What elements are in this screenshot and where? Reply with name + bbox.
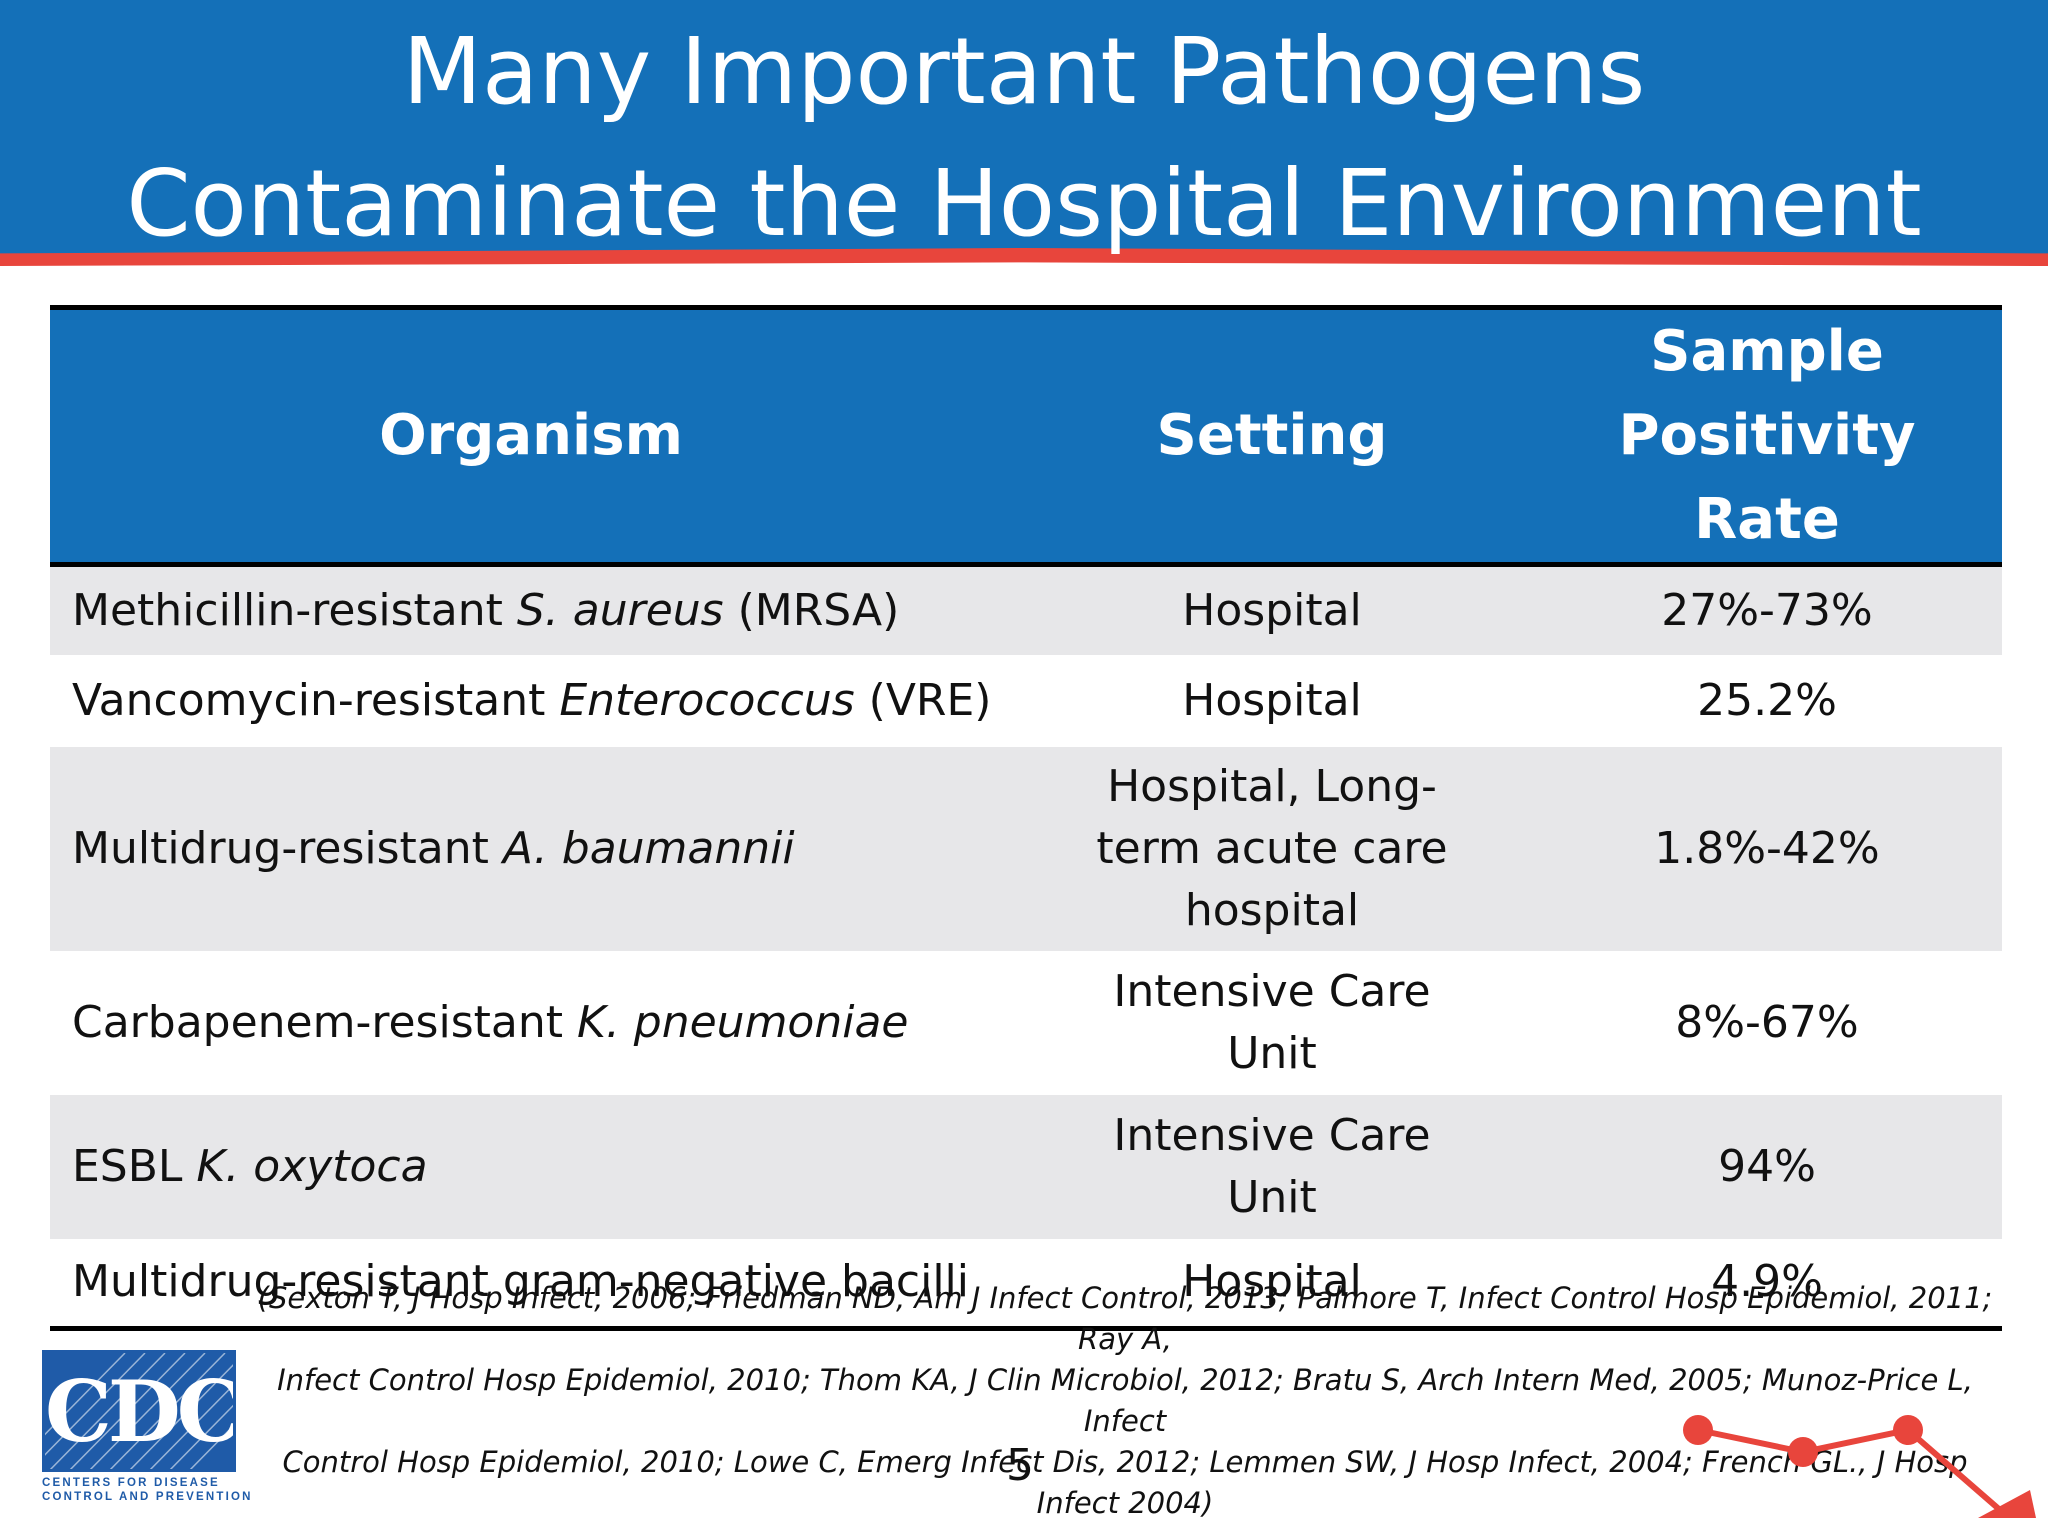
setting-text: Hospital bbox=[1182, 584, 1362, 636]
cdc-logo-subtitle: CENTERS FOR DISEASE CONTROL AND PREVENTI… bbox=[42, 1476, 253, 1504]
organism-species: Enterococcus bbox=[559, 674, 855, 726]
organism-text: Multidrug-resistant gram-negative bacill… bbox=[72, 1256, 969, 1308]
slide-title: Many Important Pathogens Contaminate the… bbox=[0, 6, 2048, 270]
organism-species: A. baumannii bbox=[502, 822, 795, 874]
trend-arrow-icon bbox=[1978, 1490, 2036, 1518]
organism-species: S. aureus bbox=[516, 584, 724, 636]
logo-stripes bbox=[45, 1353, 233, 1469]
cdc-logo-mark: CDC bbox=[42, 1350, 236, 1472]
setting-cell: Intensive Care Unit bbox=[1012, 951, 1532, 1095]
setting-text: Hospital bbox=[1182, 1256, 1362, 1308]
decorative-trend-line bbox=[1683, 1415, 2036, 1518]
rate-cell: 1.8%-42% bbox=[1654, 822, 1880, 874]
organism-cell: Methicillin-resistant S. aureus (MRSA) bbox=[50, 565, 1012, 655]
rate-cell: 4.9% bbox=[1711, 1256, 1823, 1308]
table-header-row: Organism Setting Sample Positivity Rate bbox=[50, 307, 2002, 567]
rate-cell: 94% bbox=[1718, 1140, 1816, 1192]
table-row: Multidrug-resistant A. baumannii Hospita… bbox=[50, 746, 2002, 951]
cdc-logo-subtitle-line-2: CONTROL AND PREVENTION bbox=[42, 1491, 253, 1503]
column-header-setting: Setting bbox=[1012, 307, 1532, 567]
organism-species: K. pneumoniae bbox=[576, 996, 909, 1048]
setting-text: Unit bbox=[1227, 1027, 1317, 1079]
organism-abbrev: (VRE) bbox=[854, 674, 992, 726]
trend-point-icon bbox=[1788, 1437, 1818, 1467]
setting-cell: Hospital bbox=[1012, 565, 1532, 655]
setting-text: Intensive Care bbox=[1113, 965, 1431, 1017]
setting-cell: Hospital, Long- term acute care hospital bbox=[1012, 747, 1532, 951]
references-line-2: Infect Control Hosp Epidemiol, 2010; Tho… bbox=[277, 1363, 1973, 1438]
banner-accent-stripe bbox=[0, 248, 2048, 266]
trend-point-icon bbox=[1683, 1415, 1713, 1445]
trend-line-icon bbox=[1697, 1426, 2002, 1513]
organism-cell: Vancomycin-resistant Enterococcus (VRE) bbox=[50, 655, 1012, 747]
rate-cell: 25.2% bbox=[1697, 674, 1837, 726]
organism-text: Methicillin-resistant bbox=[72, 584, 517, 636]
organism-text: Multidrug-resistant bbox=[72, 822, 503, 874]
setting-text: Hospital, Long- bbox=[1107, 760, 1437, 812]
cdc-logo-subtitle-line-1: CENTERS FOR DISEASE bbox=[42, 1477, 220, 1489]
table-row: Vancomycin-resistant Enterococcus (VRE) … bbox=[50, 654, 2002, 747]
references: (Sexton T, J Hosp Infect, 2006; Friedman… bbox=[240, 1278, 2010, 1524]
organism-species: K. oxytoca bbox=[196, 1140, 428, 1192]
setting-cell: Hospital bbox=[1012, 1239, 1532, 1329]
column-header-rate-line-1: Sample Positivity bbox=[1618, 319, 1916, 468]
column-header-rate: Sample Positivity Rate bbox=[1532, 307, 2002, 567]
organism-text: ESBL bbox=[72, 1140, 197, 1192]
references-line-3: Control Hosp Epidemiol, 2010; Lowe C, Em… bbox=[282, 1445, 1968, 1520]
setting-text: Hospital bbox=[1182, 674, 1362, 726]
title-banner bbox=[0, 0, 2048, 254]
trend-point-icon bbox=[1893, 1415, 1923, 1445]
column-header-rate-line-2: Rate bbox=[1694, 487, 1840, 552]
title-line-1: Many Important Pathogens bbox=[402, 18, 1646, 125]
organism-text: Vancomycin-resistant bbox=[72, 674, 560, 726]
rate-cell: 8%-67% bbox=[1675, 996, 1859, 1048]
setting-text: hospital bbox=[1184, 884, 1360, 936]
organism-cell: Multidrug-resistant gram-negative bacill… bbox=[50, 1239, 1012, 1329]
page-number: 5 bbox=[1006, 1440, 1034, 1491]
pathogen-table-container: Organism Setting Sample Positivity Rate … bbox=[50, 305, 2002, 1331]
cdc-logo-text: CDC bbox=[45, 1362, 236, 1461]
setting-cell: Hospital bbox=[1012, 655, 1532, 747]
organism-cell: Carbapenem-resistant K. pneumoniae bbox=[50, 951, 1012, 1095]
references-line-1: (Sexton T, J Hosp Infect, 2006; Friedman… bbox=[257, 1281, 1993, 1356]
setting-text: Intensive Care bbox=[1113, 1109, 1431, 1161]
organism-cell: Multidrug-resistant A. baumannii bbox=[50, 747, 1012, 951]
organism-abbrev: (MRSA) bbox=[723, 584, 900, 636]
rate-cell: 27%-73% bbox=[1661, 584, 1873, 636]
table-row: Methicillin-resistant S. aureus (MRSA) H… bbox=[50, 564, 2002, 655]
cdc-logo: CDC CENTERS FOR DISEASE CONTROL AND PREV… bbox=[42, 1350, 250, 1503]
organism-cell: ESBL K. oxytoca bbox=[50, 1095, 1012, 1239]
title-line-2: Contaminate the Hospital Environment bbox=[126, 150, 1922, 257]
table-row: Multidrug-resistant gram-negative bacill… bbox=[50, 1238, 2002, 1329]
table-row: ESBL K. oxytoca Intensive Care Unit 94% bbox=[50, 1094, 2002, 1239]
organism-text: Carbapenem-resistant bbox=[72, 996, 577, 1048]
setting-cell: Intensive Care Unit bbox=[1012, 1095, 1532, 1239]
setting-text: Unit bbox=[1227, 1171, 1317, 1223]
pathogen-table: Organism Setting Sample Positivity Rate … bbox=[50, 305, 2002, 1331]
table-row: Carbapenem-resistant K. pneumoniae Inten… bbox=[50, 950, 2002, 1095]
setting-text: term acute care bbox=[1096, 822, 1448, 874]
column-header-organism: Organism bbox=[50, 307, 1012, 567]
